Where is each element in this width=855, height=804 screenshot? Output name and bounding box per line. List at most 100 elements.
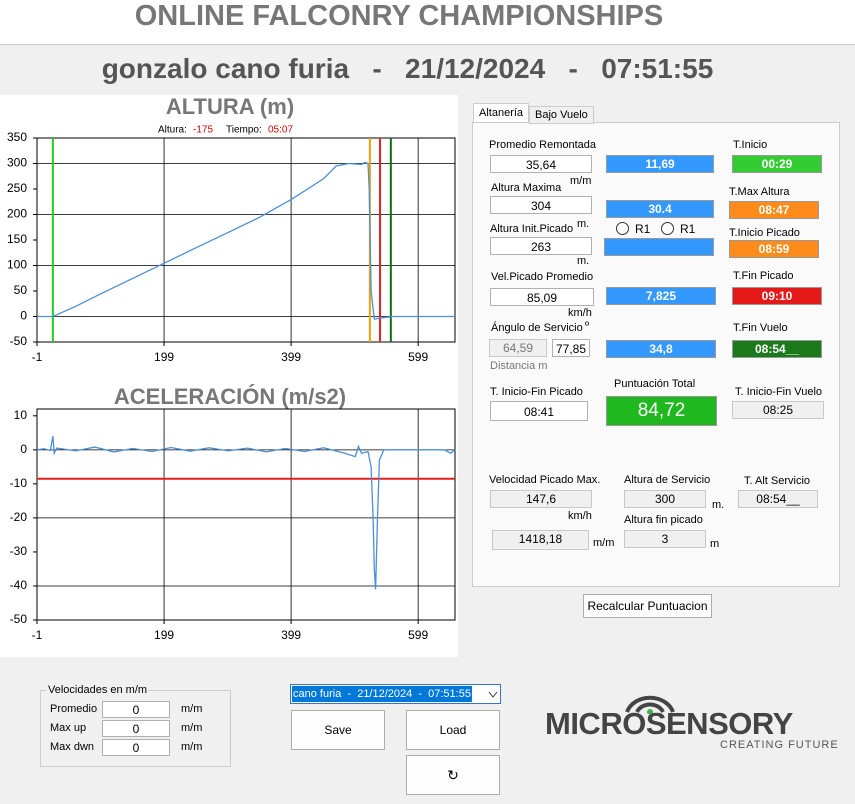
row-label: Promedio bbox=[50, 703, 98, 715]
unit: m. bbox=[577, 218, 590, 230]
row-label: Max dwn bbox=[50, 741, 95, 753]
x-tick-label: 399 bbox=[281, 350, 301, 364]
time-box: 09:10 bbox=[732, 287, 822, 305]
save-button[interactable]: Save bbox=[291, 710, 385, 750]
radio[interactable] bbox=[616, 222, 629, 235]
x-tick-label: 599 bbox=[408, 628, 428, 642]
y-tick-label: 300 bbox=[7, 156, 27, 170]
readout-label: Tiempo: bbox=[226, 125, 262, 136]
unit: m. bbox=[577, 255, 590, 267]
label: T. Inicio-Fin Picado bbox=[490, 386, 583, 398]
rate-box: 34,8 bbox=[606, 340, 716, 358]
rate-box: 11,69 bbox=[606, 155, 714, 173]
x-tick-label: -1 bbox=[32, 350, 43, 364]
charts: ALTURA (m) Altura: -175 Tiempo: 05:07 -50 0 50 1… bbox=[7, 94, 456, 642]
x-tick-label: 399 bbox=[281, 628, 301, 642]
y-tick-label: -30 bbox=[10, 544, 28, 558]
textbox[interactable]: 263 bbox=[490, 237, 592, 255]
label: Promedio Remontada bbox=[489, 139, 597, 151]
y-tick-label: 200 bbox=[7, 207, 27, 221]
tab[interactable]: Altanería bbox=[473, 103, 530, 122]
recalc-button[interactable]: Recalcular Puntuacion bbox=[583, 594, 712, 618]
time-box: 08:59 bbox=[729, 240, 819, 258]
label: T.Inicio bbox=[733, 139, 768, 151]
chart-panel bbox=[0, 95, 458, 657]
textbox[interactable]: 0 bbox=[102, 701, 170, 718]
readout-value: 05:07 bbox=[268, 125, 293, 136]
chart-title: ACELERACIÓN (m/s2) bbox=[114, 384, 346, 409]
tab[interactable]: Bajo Vuelo bbox=[529, 106, 594, 124]
rate-box: 7,825 bbox=[606, 287, 716, 305]
label: Puntuación Total bbox=[614, 378, 696, 390]
label: T. Inicio-Fin Vuelo bbox=[735, 386, 823, 398]
textbox: 3 bbox=[624, 530, 706, 548]
x-tick-label: 199 bbox=[154, 628, 174, 642]
textbox[interactable]: 08:41 bbox=[490, 401, 588, 421]
unit: km/h bbox=[568, 307, 592, 319]
rate-box: 30.4 bbox=[606, 200, 714, 218]
radio[interactable] bbox=[661, 222, 674, 235]
textbox[interactable]: 304 bbox=[490, 196, 592, 214]
label: T.Fin Vuelo bbox=[733, 322, 788, 334]
unit: m/m bbox=[181, 722, 203, 734]
unit: m/m bbox=[593, 537, 615, 549]
label: Altura Maxima bbox=[491, 182, 562, 194]
textbox: 147,6 bbox=[490, 490, 592, 508]
y-tick-label: 0 bbox=[20, 309, 27, 323]
y-tick-label: -40 bbox=[10, 578, 28, 592]
session-dropdown[interactable]: cano furia - 21/12/2024 - 07:51:55 bbox=[290, 684, 501, 704]
rate-box bbox=[604, 238, 714, 256]
readout-label: Altura: bbox=[158, 125, 187, 136]
x-tick-label: -1 bbox=[32, 628, 43, 642]
y-tick-label: 100 bbox=[7, 258, 27, 272]
label: Ángulo de Servicio bbox=[491, 322, 583, 334]
load-button[interactable]: Load bbox=[406, 710, 500, 750]
y-tick-label: -50 bbox=[10, 612, 28, 626]
y-tick-label: 10 bbox=[14, 408, 28, 422]
textbox: 64,59 bbox=[489, 339, 547, 357]
textbox: 300 bbox=[624, 490, 706, 508]
logo-icon bbox=[625, 695, 675, 714]
unit: m/m bbox=[570, 175, 592, 187]
y-tick-label: 350 bbox=[7, 130, 27, 144]
time-box: 08:47 bbox=[729, 201, 819, 219]
y-tick-label: -20 bbox=[10, 510, 28, 524]
textbox: 1418,18 bbox=[492, 530, 589, 550]
label: T.Fin Picado bbox=[733, 270, 794, 282]
label: T. Alt Servicio bbox=[744, 475, 811, 487]
y-tick-label: -10 bbox=[10, 476, 28, 490]
y-tick-label: 50 bbox=[14, 283, 28, 297]
group-title: Velocidades en m/m bbox=[46, 684, 150, 696]
label: Velocidad Picado Max. bbox=[489, 474, 601, 486]
time-box: 08:54__ bbox=[732, 340, 822, 358]
y-tick-label: 250 bbox=[7, 181, 27, 195]
unit: m/m bbox=[181, 741, 203, 753]
label: Altura de Servicio bbox=[624, 474, 711, 486]
label: T.Max Altura bbox=[729, 186, 790, 198]
textbox[interactable]: 77,85 bbox=[552, 339, 590, 357]
logo-name: MICROSENSORY bbox=[545, 706, 793, 741]
data-line bbox=[37, 161, 455, 320]
header-bg bbox=[0, 0, 855, 45]
unit: km/h bbox=[568, 510, 592, 522]
label: Altura Init.Picado bbox=[490, 223, 574, 235]
textbox[interactable]: 0 bbox=[102, 720, 170, 737]
score-box: 84,72 bbox=[606, 396, 717, 426]
plot-frame bbox=[36, 408, 456, 621]
time-box: 00:29 bbox=[732, 155, 822, 173]
label: Altura fin picado bbox=[624, 514, 703, 526]
readout-value: -175 bbox=[193, 125, 213, 136]
x-tick-label: 199 bbox=[154, 350, 174, 364]
textbox[interactable]: 35,64 bbox=[490, 155, 592, 173]
refresh-button[interactable]: ↻ bbox=[406, 755, 500, 795]
radio-label: R1 bbox=[635, 222, 651, 236]
data-line bbox=[36, 436, 456, 590]
row-label: Max up bbox=[50, 722, 87, 734]
textbox[interactable]: 0 bbox=[102, 739, 170, 756]
dropdown-text: cano furia - 21/12/2024 - 07:51:55 bbox=[292, 686, 472, 702]
logo-tagline: CREATING FUTURE bbox=[720, 739, 839, 751]
textbox[interactable]: 85,09 bbox=[490, 288, 594, 306]
dropdown-arrow bbox=[488, 691, 498, 698]
label: Distancia m bbox=[490, 360, 548, 372]
